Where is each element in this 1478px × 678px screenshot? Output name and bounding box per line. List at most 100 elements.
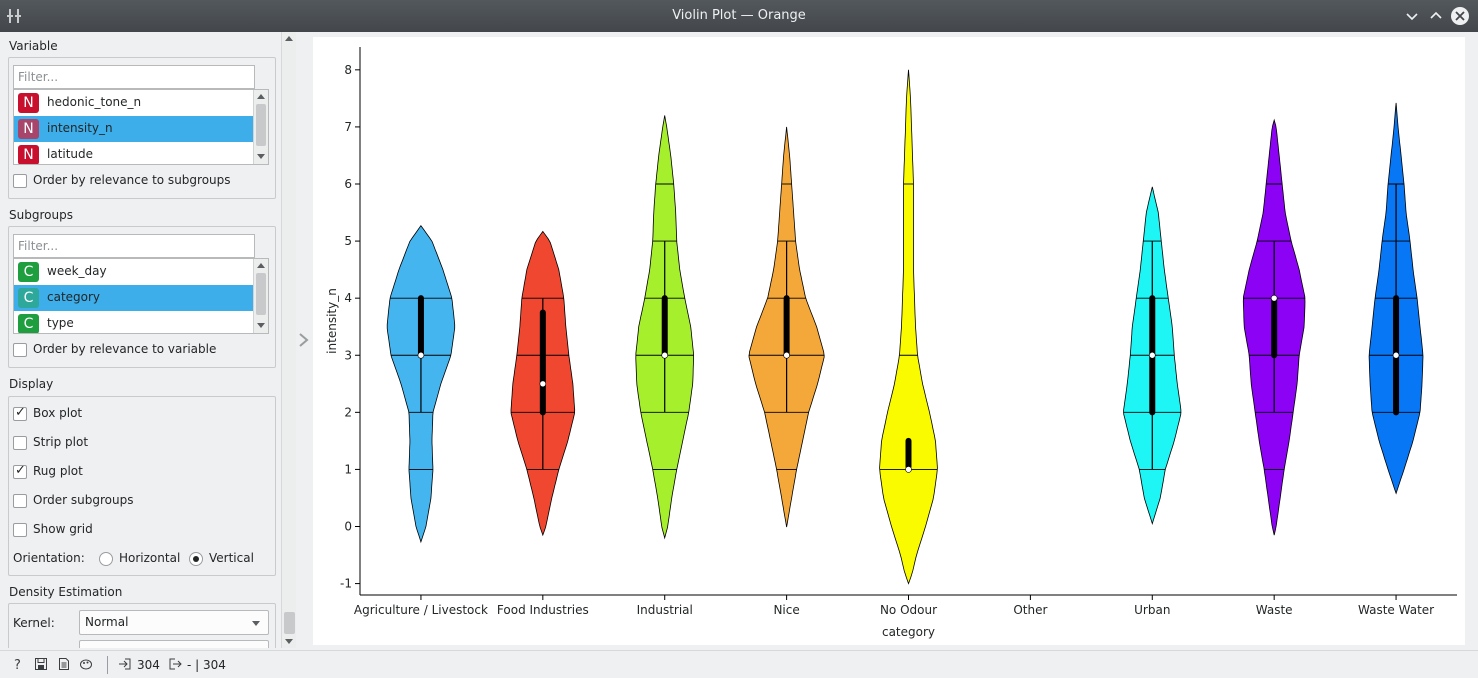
violin-plot: -1 0 1 2 3 4 5 6 7 8 Agriculture / Livestock Food I… — [325, 47, 1457, 639]
subgroups-filter-input[interactable] — [13, 234, 255, 258]
median-point — [1270, 294, 1278, 302]
x-tick-label: Industrial — [637, 603, 693, 617]
numeric-variable-icon: N — [18, 119, 39, 139]
y-tick-label: 1 — [344, 462, 352, 476]
violin-shape — [879, 69, 938, 585]
y-tick-label: 4 — [344, 291, 352, 305]
orientation-horizontal-radio[interactable] — [99, 552, 113, 566]
list-item[interactable]: N latitude — [14, 142, 254, 164]
y-tick-label: 7 — [344, 120, 352, 134]
control-sidebar: Variable N hedonic_tone_n N intensity_n … — [0, 32, 281, 648]
orange-app-icon — [7, 9, 21, 23]
scroll-thumb[interactable] — [256, 104, 266, 146]
plot-area: -1 0 1 2 3 4 5 6 7 8 Agriculture / Livestock Food I… — [313, 37, 1465, 645]
y-tick-label: 2 — [344, 405, 352, 419]
x-tick-label: Agriculture / Livestock — [354, 603, 488, 617]
orientation-horizontal-label: Horizontal — [119, 551, 181, 565]
variable-filter-input[interactable] — [13, 65, 255, 89]
scroll-up-icon[interactable] — [257, 263, 265, 268]
strip-plot-checkbox[interactable] — [13, 436, 27, 450]
numeric-variable-icon: N — [18, 93, 39, 113]
y-tick-label: 3 — [344, 348, 352, 362]
variable-list[interactable]: N hedonic_tone_n N intensity_n N latitud… — [13, 89, 269, 165]
x-tick-label: Waste Water — [1358, 603, 1434, 617]
kernel-combobox[interactable]: Normal — [79, 610, 269, 635]
scroll-thumb[interactable] — [256, 273, 266, 315]
y-tick-label: 6 — [344, 177, 352, 191]
scroll-down-icon[interactable] — [257, 154, 265, 159]
chevron-down-icon — [252, 621, 260, 626]
numeric-variable-icon: N — [18, 145, 39, 164]
maximize-icon[interactable] — [1426, 6, 1446, 26]
x-tick-label: Nice — [773, 603, 799, 617]
orientation-label: Orientation: — [13, 551, 85, 565]
median-point — [417, 351, 425, 359]
subgroups-box: C week_day C category C type Order by re… — [8, 226, 276, 368]
order-by-relevance-variable-checkbox[interactable] — [13, 343, 27, 357]
categorical-variable-icon: C — [18, 288, 39, 308]
median-point — [539, 380, 547, 388]
list-item[interactable]: C type — [14, 311, 254, 333]
median-point — [1392, 351, 1400, 359]
subgroups-list[interactable]: C week_day C category C type — [13, 258, 269, 334]
secondary-combobox[interactable] — [79, 640, 269, 648]
categorical-variable-icon: C — [18, 262, 39, 282]
list-item[interactable]: C week_day — [14, 259, 254, 285]
close-icon[interactable] — [1450, 6, 1470, 26]
orientation-row: Orientation: Horizontal Vertical — [13, 551, 273, 569]
input-data-icon — [119, 658, 131, 670]
display-section-title: Display — [9, 377, 54, 391]
orientation-vertical-radio[interactable] — [189, 552, 203, 566]
x-axis-label: category — [882, 625, 935, 639]
median-point — [783, 351, 790, 359]
svg-text:?: ? — [14, 658, 21, 671]
window-title: Violin Plot — Orange — [672, 8, 806, 23]
median-point — [905, 466, 912, 473]
scroll-down-icon[interactable] — [257, 323, 265, 328]
input-count: 304 — [137, 658, 160, 672]
collapse-panel-icon[interactable] — [297, 332, 311, 348]
order-by-relevance-subgroups-checkbox[interactable] — [13, 174, 27, 188]
list-item[interactable]: N intensity_n — [14, 116, 254, 142]
x-tick-label: Waste — [1256, 603, 1293, 617]
output-count: - | 304 — [187, 658, 226, 672]
scroll-up-icon[interactable] — [257, 94, 265, 99]
show-grid-checkbox[interactable] — [13, 523, 27, 537]
display-box: Box plot Strip plot Rug plot Order subgr… — [8, 396, 276, 576]
density-section-title: Density Estimation — [9, 585, 123, 599]
help-icon[interactable]: ? — [11, 657, 25, 671]
x-tick-label: Food Industries — [497, 603, 589, 617]
x-tick-label: No Odour — [880, 603, 937, 617]
x-tick-label: Other — [1013, 603, 1047, 617]
x-tick-label: Urban — [1134, 603, 1170, 617]
visual-settings-icon[interactable] — [79, 657, 93, 671]
scroll-thumb[interactable] — [284, 612, 295, 634]
rug-plot-checkbox[interactable] — [13, 463, 27, 479]
save-icon[interactable] — [34, 657, 48, 671]
report-icon[interactable] — [57, 657, 71, 671]
scroll-down-icon[interactable] — [285, 639, 293, 644]
subgroups-list-scrollbar[interactable] — [253, 259, 268, 333]
y-tick-label: 0 — [344, 520, 352, 534]
kernel-label: Kernel: — [13, 616, 55, 630]
y-tick-label: 8 — [344, 63, 352, 77]
output-data-icon — [169, 658, 182, 670]
status-bar: ? 304 - | 304 — [0, 650, 1478, 678]
y-axis-label: intensity_n — [325, 288, 339, 354]
orientation-vertical-label: Vertical — [209, 551, 254, 565]
variable-section-title: Variable — [9, 39, 58, 53]
variable-list-scrollbar[interactable] — [253, 90, 268, 164]
sidebar-scrollbar[interactable] — [281, 32, 296, 648]
scroll-up-icon[interactable] — [285, 36, 293, 41]
median-point — [661, 351, 669, 359]
variable-box: N hedonic_tone_n N intensity_n N latitud… — [8, 57, 276, 199]
title-bar: Violin Plot — Orange — [0, 0, 1478, 32]
status-divider — [107, 656, 108, 674]
box-plot-checkbox[interactable] — [13, 405, 27, 421]
list-item[interactable]: N hedonic_tone_n — [14, 90, 254, 116]
minimize-icon[interactable] — [1402, 6, 1422, 26]
list-item[interactable]: C category — [14, 285, 254, 311]
subgroups-section-title: Subgroups — [9, 208, 73, 222]
order-subgroups-checkbox[interactable] — [13, 494, 27, 508]
categorical-variable-icon: C — [18, 314, 39, 333]
